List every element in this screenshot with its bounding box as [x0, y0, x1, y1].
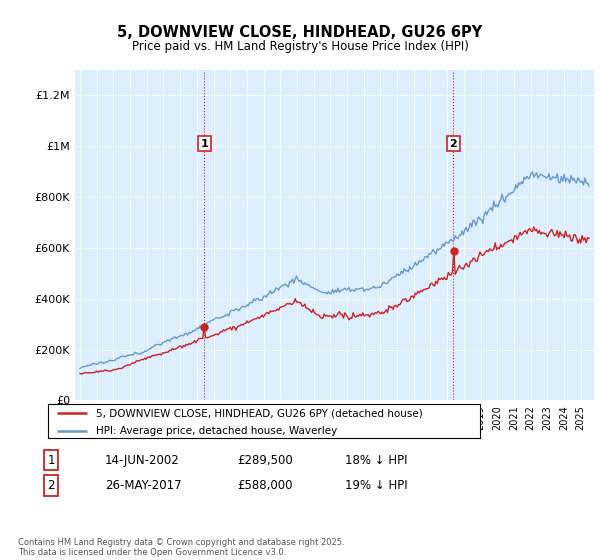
Text: Price paid vs. HM Land Registry's House Price Index (HPI): Price paid vs. HM Land Registry's House … — [131, 40, 469, 53]
Text: 5, DOWNVIEW CLOSE, HINDHEAD, GU26 6PY (detached house): 5, DOWNVIEW CLOSE, HINDHEAD, GU26 6PY (d… — [95, 409, 422, 419]
Text: 1: 1 — [47, 454, 55, 467]
Text: 14-JUN-2002: 14-JUN-2002 — [105, 454, 180, 467]
Text: Contains HM Land Registry data © Crown copyright and database right 2025.
This d: Contains HM Land Registry data © Crown c… — [18, 538, 344, 557]
Text: £289,500: £289,500 — [237, 454, 293, 467]
Text: 18% ↓ HPI: 18% ↓ HPI — [345, 454, 407, 467]
Text: 2: 2 — [47, 479, 55, 492]
Text: 5, DOWNVIEW CLOSE, HINDHEAD, GU26 6PY: 5, DOWNVIEW CLOSE, HINDHEAD, GU26 6PY — [118, 25, 482, 40]
Text: 26-MAY-2017: 26-MAY-2017 — [105, 479, 182, 492]
Text: £588,000: £588,000 — [237, 479, 293, 492]
Text: 19% ↓ HPI: 19% ↓ HPI — [345, 479, 407, 492]
Text: HPI: Average price, detached house, Waverley: HPI: Average price, detached house, Wave… — [95, 426, 337, 436]
Text: 2: 2 — [449, 139, 457, 149]
Text: 1: 1 — [200, 139, 208, 149]
